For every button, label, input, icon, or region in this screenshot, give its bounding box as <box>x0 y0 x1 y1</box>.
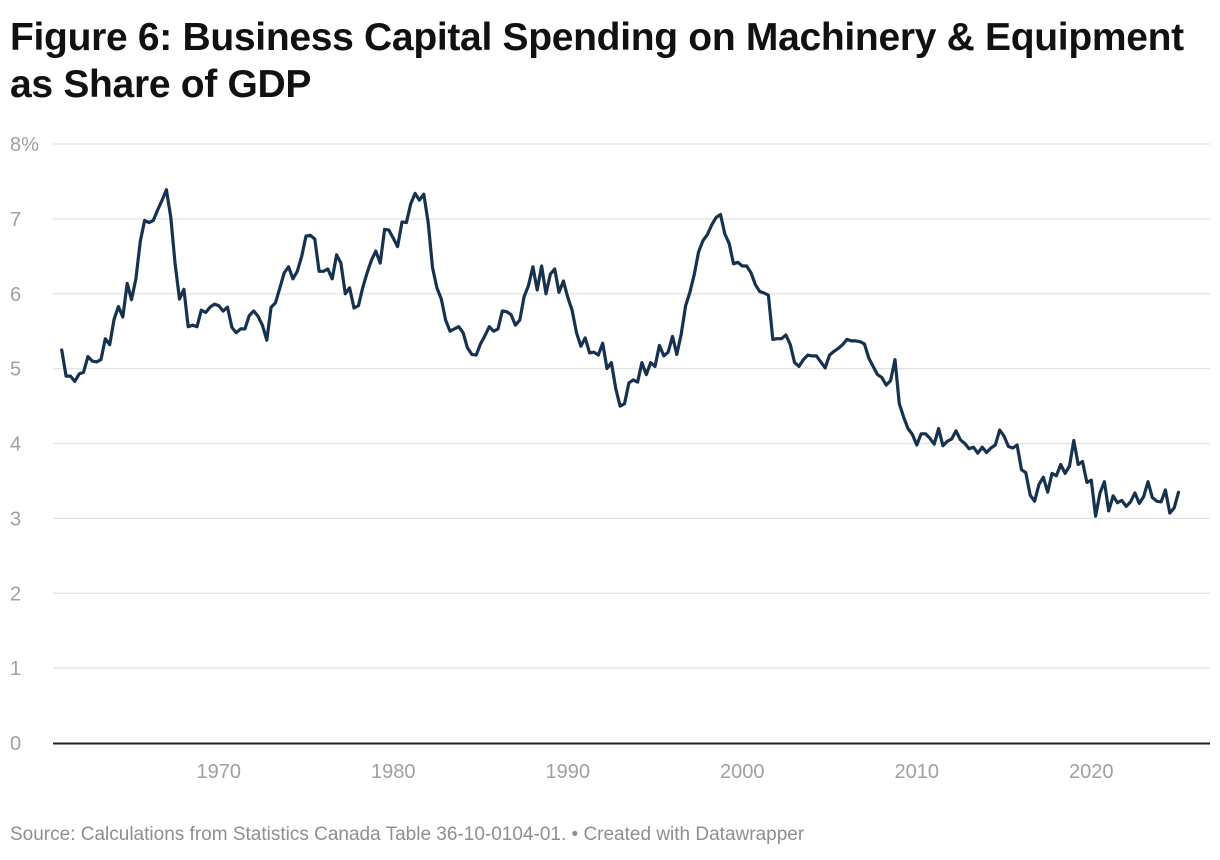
series-line <box>60 188 1181 518</box>
x-tick-label: 2020 <box>1069 761 1114 783</box>
y-tick-label: 1 <box>10 658 21 680</box>
gridlines <box>53 143 1210 669</box>
x-axis-tick-labels: 1970 1980 1990 2000 2010 2020 <box>197 761 1114 783</box>
y-tick-label: 4 <box>10 434 21 456</box>
y-axis-tick-labels: 0 1 2 3 4 5 6 7 8% <box>10 134 39 755</box>
y-tick-label: 8% <box>10 134 39 156</box>
x-tick-label: 1970 <box>197 761 242 783</box>
chart-title: Figure 6: Business Capital Spending on M… <box>10 16 1184 106</box>
y-tick-label: 6 <box>10 284 21 306</box>
x-tick-label: 1980 <box>371 761 416 783</box>
y-tick-label: 3 <box>10 508 21 530</box>
y-tick-label: 7 <box>10 209 21 231</box>
y-tick-label: 0 <box>10 733 21 755</box>
source-note: Source: Calculations from Statistics Can… <box>10 824 805 845</box>
x-tick-label: 2000 <box>720 761 765 783</box>
y-tick-label: 2 <box>10 583 21 605</box>
y-tick-label: 5 <box>10 359 21 381</box>
x-tick-label: 2010 <box>895 761 940 783</box>
x-tick-label: 1990 <box>546 761 591 783</box>
